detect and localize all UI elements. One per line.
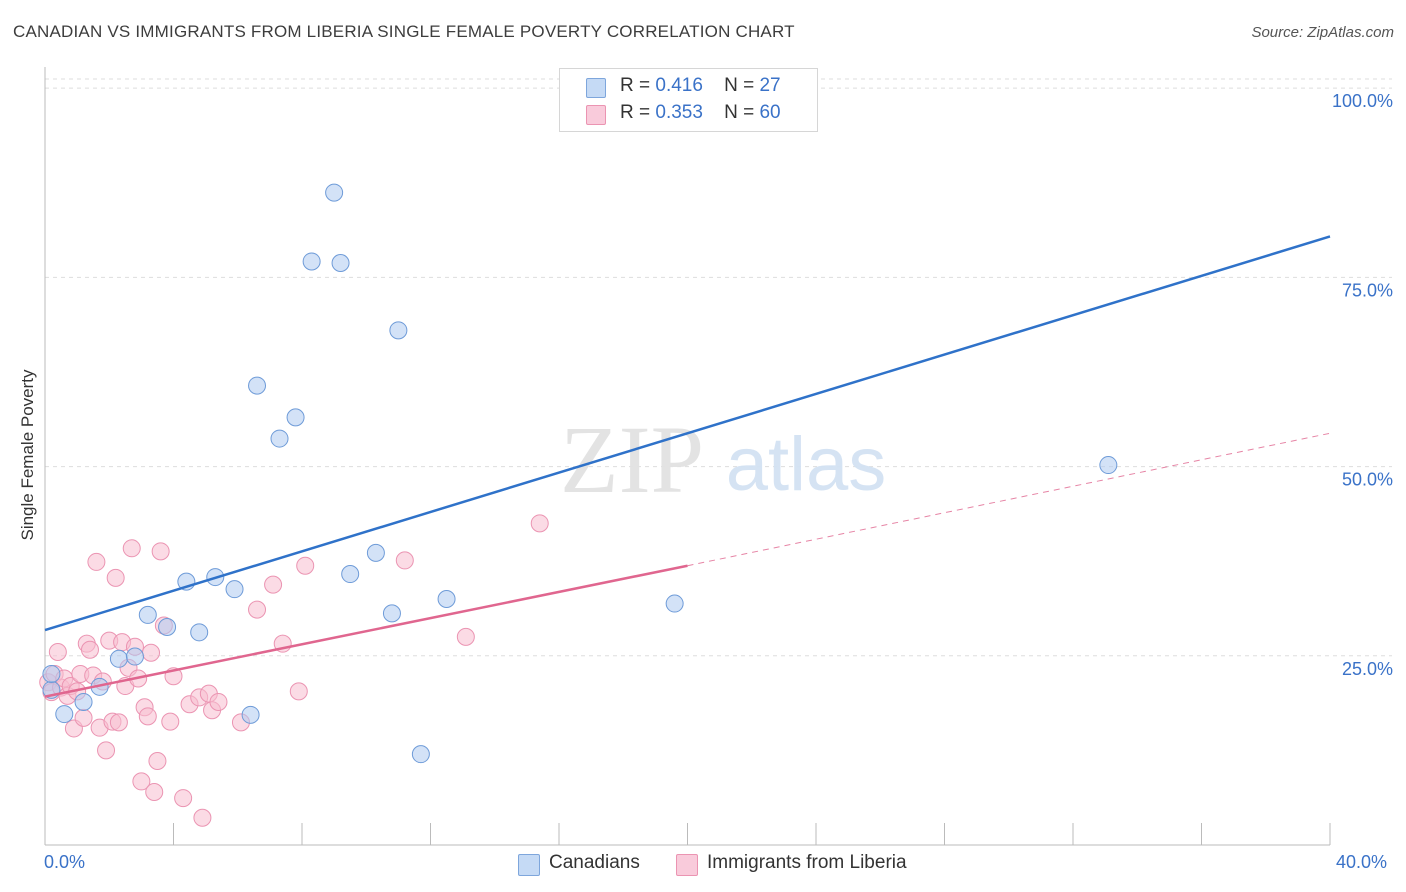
data-point-liberia <box>174 789 193 808</box>
data-point-canadians <box>270 429 289 448</box>
data-point-canadians <box>158 618 177 637</box>
data-point-liberia <box>148 751 167 770</box>
trend-line-canadians <box>44 235 1331 632</box>
data-point-liberia <box>142 643 161 662</box>
trend-line-liberia <box>44 564 688 698</box>
data-point-canadians <box>225 580 244 599</box>
legend-r-value-liberia: 0.353 <box>655 102 703 123</box>
data-point-liberia <box>132 772 151 791</box>
data-point-liberia <box>151 542 170 561</box>
data-point-liberia <box>80 640 99 659</box>
legend-r-label: R = <box>620 75 651 96</box>
data-point-canadians <box>42 664 61 683</box>
data-point-canadians <box>382 604 401 623</box>
watermark-atlas: atlas <box>726 422 887 507</box>
data-point-liberia <box>395 551 414 570</box>
watermark-zip: ZIP <box>560 406 704 513</box>
chart-title: CANADIAN VS IMMIGRANTS FROM LIBERIA SING… <box>13 22 795 41</box>
series-liberia-points <box>39 514 549 827</box>
data-point-canadians <box>437 590 456 609</box>
data-point-liberia <box>74 708 93 727</box>
data-point-canadians <box>138 605 157 624</box>
data-point-liberia <box>264 575 283 594</box>
data-point-liberia <box>138 707 157 726</box>
legend-r-label: R = <box>620 102 651 123</box>
legend-n-value-liberia: 60 <box>759 102 781 123</box>
y-tick-label: 50.0% <box>1342 470 1393 490</box>
data-point-liberia <box>122 539 141 558</box>
watermark: ZIP atlas <box>560 406 886 513</box>
data-point-liberia <box>209 692 228 711</box>
data-point-liberia <box>87 552 106 571</box>
data-point-liberia <box>48 643 67 661</box>
data-point-liberia <box>109 713 128 732</box>
data-point-canadians <box>302 252 321 271</box>
data-point-liberia <box>289 682 308 701</box>
data-point-canadians <box>411 745 430 764</box>
trend-lines <box>44 235 1331 698</box>
y-tick-label: 25.0% <box>1342 659 1393 679</box>
data-point-canadians <box>325 183 344 202</box>
x-tick-label-max: 40.0% <box>1336 852 1388 872</box>
data-point-liberia <box>97 741 116 760</box>
data-point-liberia <box>296 556 315 575</box>
data-point-liberia <box>161 712 180 731</box>
data-point-canadians <box>341 565 360 584</box>
legend-n-value-canadians: 27 <box>759 75 781 96</box>
data-point-liberia <box>145 783 164 802</box>
data-point-canadians <box>331 253 350 272</box>
y-tick-labels: 25.0% 50.0% 75.0% 100.0% <box>1332 91 1393 679</box>
data-point-canadians <box>190 623 209 642</box>
legend-swatch-canadians <box>586 78 606 98</box>
y-tick-label: 75.0% <box>1342 280 1393 300</box>
legend-swatch-liberia <box>586 105 606 125</box>
y-tick-label: 100.0% <box>1332 91 1393 111</box>
legend-n-label: N = <box>724 102 755 123</box>
data-point-canadians <box>389 321 408 340</box>
data-point-canadians <box>248 376 267 395</box>
axes <box>44 67 1331 846</box>
legend-text-liberia: R = 0.353 N = 60 <box>620 102 781 124</box>
source-label: Source: ZipAtlas.com <box>1251 24 1394 41</box>
bottom-legend-label-canadians: Canadians <box>549 852 640 873</box>
data-point-canadians <box>366 543 385 562</box>
y-axis-label: Single Female Poverty <box>18 369 37 541</box>
data-point-canadians <box>125 647 144 666</box>
data-point-canadians <box>665 594 684 613</box>
data-point-liberia <box>193 808 212 827</box>
data-point-canadians <box>74 692 93 711</box>
data-point-liberia <box>456 627 475 646</box>
bottom-legend-label-liberia: Immigrants from Liberia <box>707 852 907 873</box>
data-point-liberia <box>106 568 125 587</box>
bottom-legend-swatch-liberia <box>676 854 698 876</box>
legend-r-value-canadians: 0.416 <box>655 75 703 96</box>
data-point-liberia <box>248 600 267 619</box>
series-canadians-points <box>42 183 1118 764</box>
data-point-canadians <box>109 649 128 668</box>
x-tick-label-min: 0.0% <box>44 852 86 872</box>
data-point-canadians <box>286 408 305 427</box>
bottom-legend-swatch-canadians <box>518 854 540 876</box>
data-point-canadians <box>55 705 74 724</box>
data-point-canadians <box>241 705 260 724</box>
legend-n-label: N = <box>724 75 755 96</box>
data-point-canadians <box>1099 456 1118 475</box>
legend-text-canadians: R = 0.416 N = 27 <box>620 75 781 97</box>
data-point-liberia <box>530 514 549 533</box>
correlation-legend: R = 0.416 N = 27 R = 0.353 N = 60 <box>559 68 818 132</box>
